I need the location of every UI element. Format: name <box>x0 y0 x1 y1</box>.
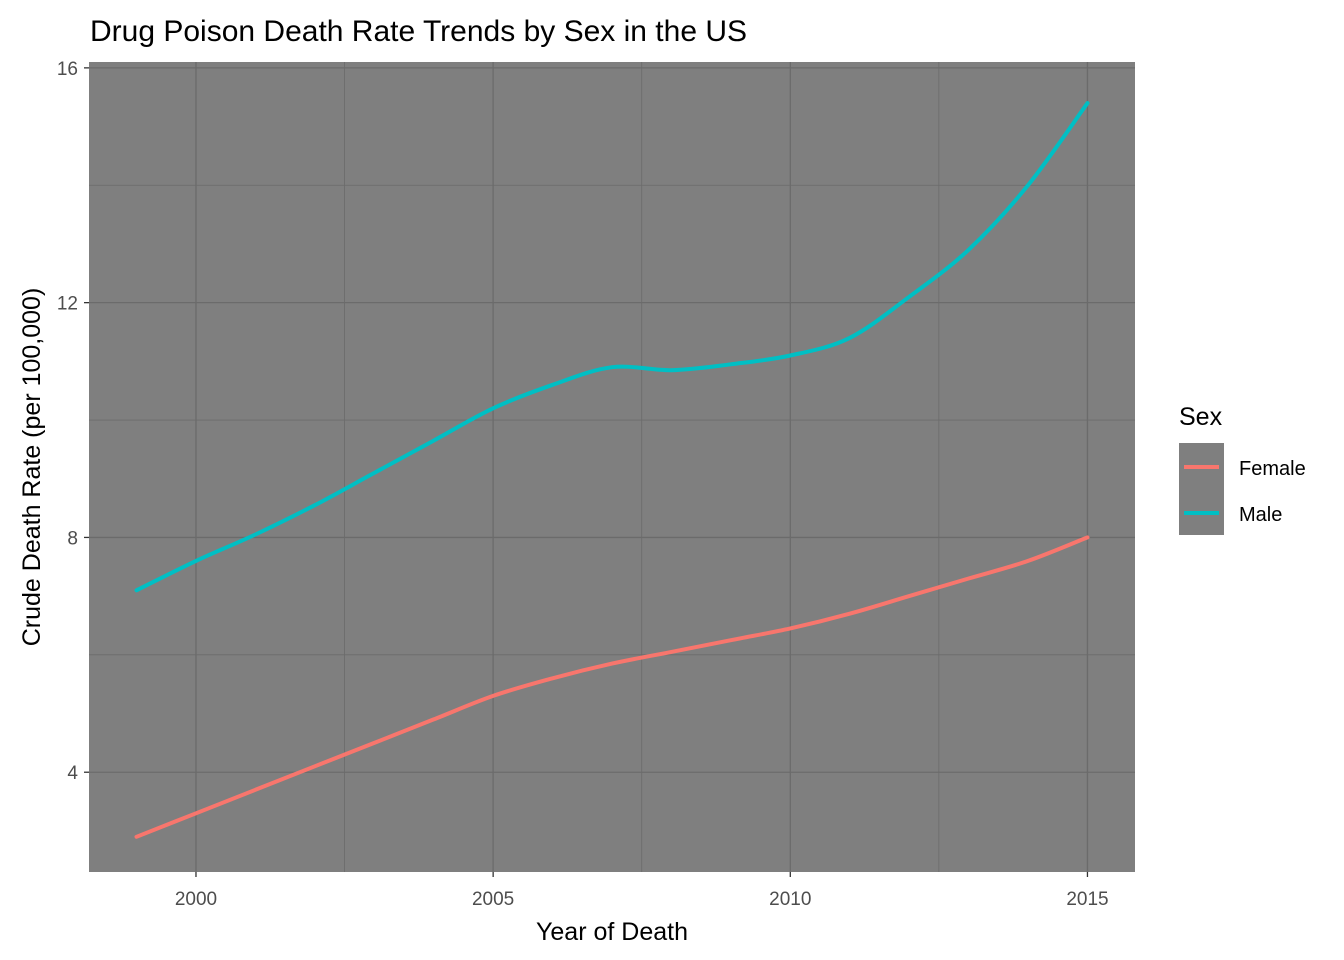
x-tick-label: 2000 <box>175 889 217 910</box>
y-tick-label: 16 <box>57 59 78 80</box>
chart-title: Drug Poison Death Rate Trends by Sex in … <box>90 15 747 48</box>
legend-key-background <box>1179 443 1224 535</box>
y-axis-title: Crude Death Rate (per 100,000) <box>18 288 46 647</box>
series-line-female <box>134 535 1090 839</box>
y-axis: 4 8 12 16 <box>57 59 89 784</box>
x-axis: 2000 2005 2010 2015 <box>175 872 1109 910</box>
legend-label-male: Male <box>1239 504 1282 526</box>
x-axis-title: Year of Death <box>536 918 688 946</box>
y-tick-label: 8 <box>67 528 78 549</box>
x-tick-label: 2015 <box>1066 889 1108 910</box>
legend-label-female: Female <box>1239 458 1306 480</box>
y-tick-label: 4 <box>67 763 78 784</box>
plot-panel <box>89 62 1135 872</box>
x-tick-label: 2010 <box>769 889 811 910</box>
x-tick-label: 2005 <box>472 889 514 910</box>
series-lines <box>134 101 1090 839</box>
series-line-male <box>134 101 1090 593</box>
y-tick-label: 12 <box>57 294 78 315</box>
legend: Sex Female Male <box>1179 403 1306 535</box>
legend-title: Sex <box>1179 403 1223 431</box>
grid-major <box>89 62 1135 872</box>
grid-minor <box>89 62 1135 872</box>
